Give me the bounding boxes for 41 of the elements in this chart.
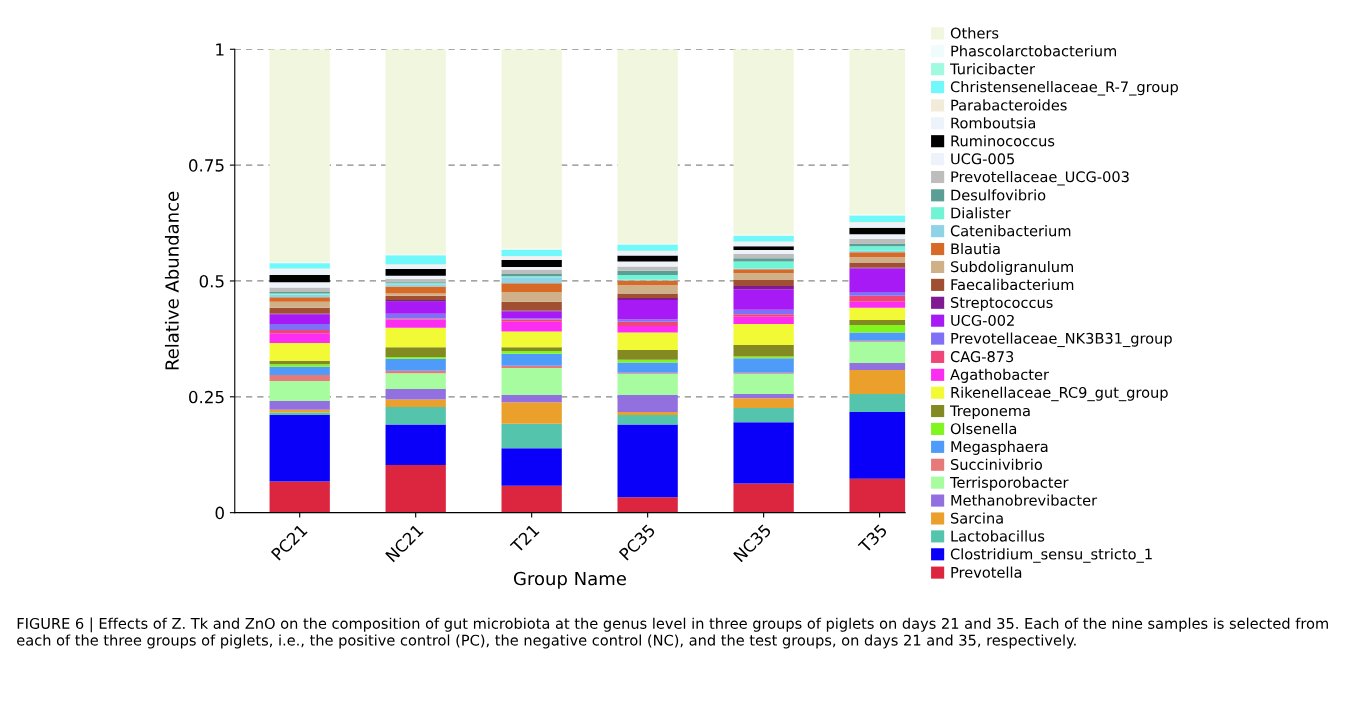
y-tick-label: 0 — [215, 506, 224, 520]
x-axis-title: Group Name — [513, 571, 626, 589]
caption: FIGURE 6 | Effects of Z. Tk and ZnO on the composition of gut microbiota at the genus level in three groups of piglets on days 21 and 35. Each of the nine samples is selected from each of the three groups of piglets, i.e., the positive control (PC), the negative control (NC), and the test groups, on days 21 and 35, respectively. — [17, 617, 1328, 649]
y-axis-title: Relative Abundance — [164, 191, 179, 370]
legend-label: Prevotellaceae_NK3B31_group — [951, 332, 1172, 348]
legend-label: Faecalibacterium — [951, 278, 1074, 291]
y-tick-label: 0.5 — [199, 274, 224, 288]
legend-label: Olsenella — [950, 422, 1017, 435]
y-tick-label: 1 — [216, 43, 224, 56]
legend-label: Dialister — [951, 207, 1011, 219]
legend-label: Phascolarctobacterium — [951, 45, 1117, 57]
legend-label: Sarcina — [950, 512, 1003, 524]
legend-label: Agathobacter — [950, 368, 1049, 383]
legend-label: Prevotellaceae_UCG-003 — [951, 170, 1129, 186]
legend-label: Rikenellaceae_RC9_gut_group — [951, 386, 1168, 402]
legend-label: Lactobacillus — [951, 530, 1045, 542]
legend-label: Subdoligranulum — [950, 260, 1073, 276]
legend-label: Ruminococcus — [951, 135, 1055, 147]
legend-label: Succinivibrio — [950, 458, 1043, 470]
legend-label: Romboutsia — [951, 117, 1036, 129]
legend-label: Streptococcus — [950, 296, 1053, 311]
legend-label: Parabacteroides — [951, 99, 1067, 111]
legend-label: Catenibacterium — [950, 225, 1071, 237]
legend-label: UCG-005 — [951, 153, 1014, 165]
y-tick-label: 0.75 — [189, 159, 224, 172]
legend-label: Prevotella — [951, 566, 1022, 578]
legend-label: Treponema — [949, 405, 1030, 420]
legend-label: Others — [950, 27, 999, 39]
y-tick-label: 0.25 — [189, 390, 224, 404]
legend-label: UCG-002 — [951, 314, 1014, 326]
x-tick-label: T35 — [857, 523, 888, 554]
legend-label: Blautia — [951, 243, 1000, 255]
legend-label: Terrisporobacter — [949, 476, 1069, 491]
legend-label: Clostridium_sensu_stricto_1 — [950, 548, 1152, 563]
legend-label: Megasphaera — [951, 440, 1048, 455]
legend-label: Turicibacter — [949, 63, 1035, 75]
legend-label: Christensenellaceae_R-7_group — [950, 81, 1178, 96]
legend-label: Methanobrevibacter — [951, 494, 1098, 506]
legend-label: Desulfovibrio — [951, 189, 1046, 201]
legend-label: CAG-873 — [950, 351, 1014, 363]
x-tick-label: T21 — [509, 523, 540, 554]
